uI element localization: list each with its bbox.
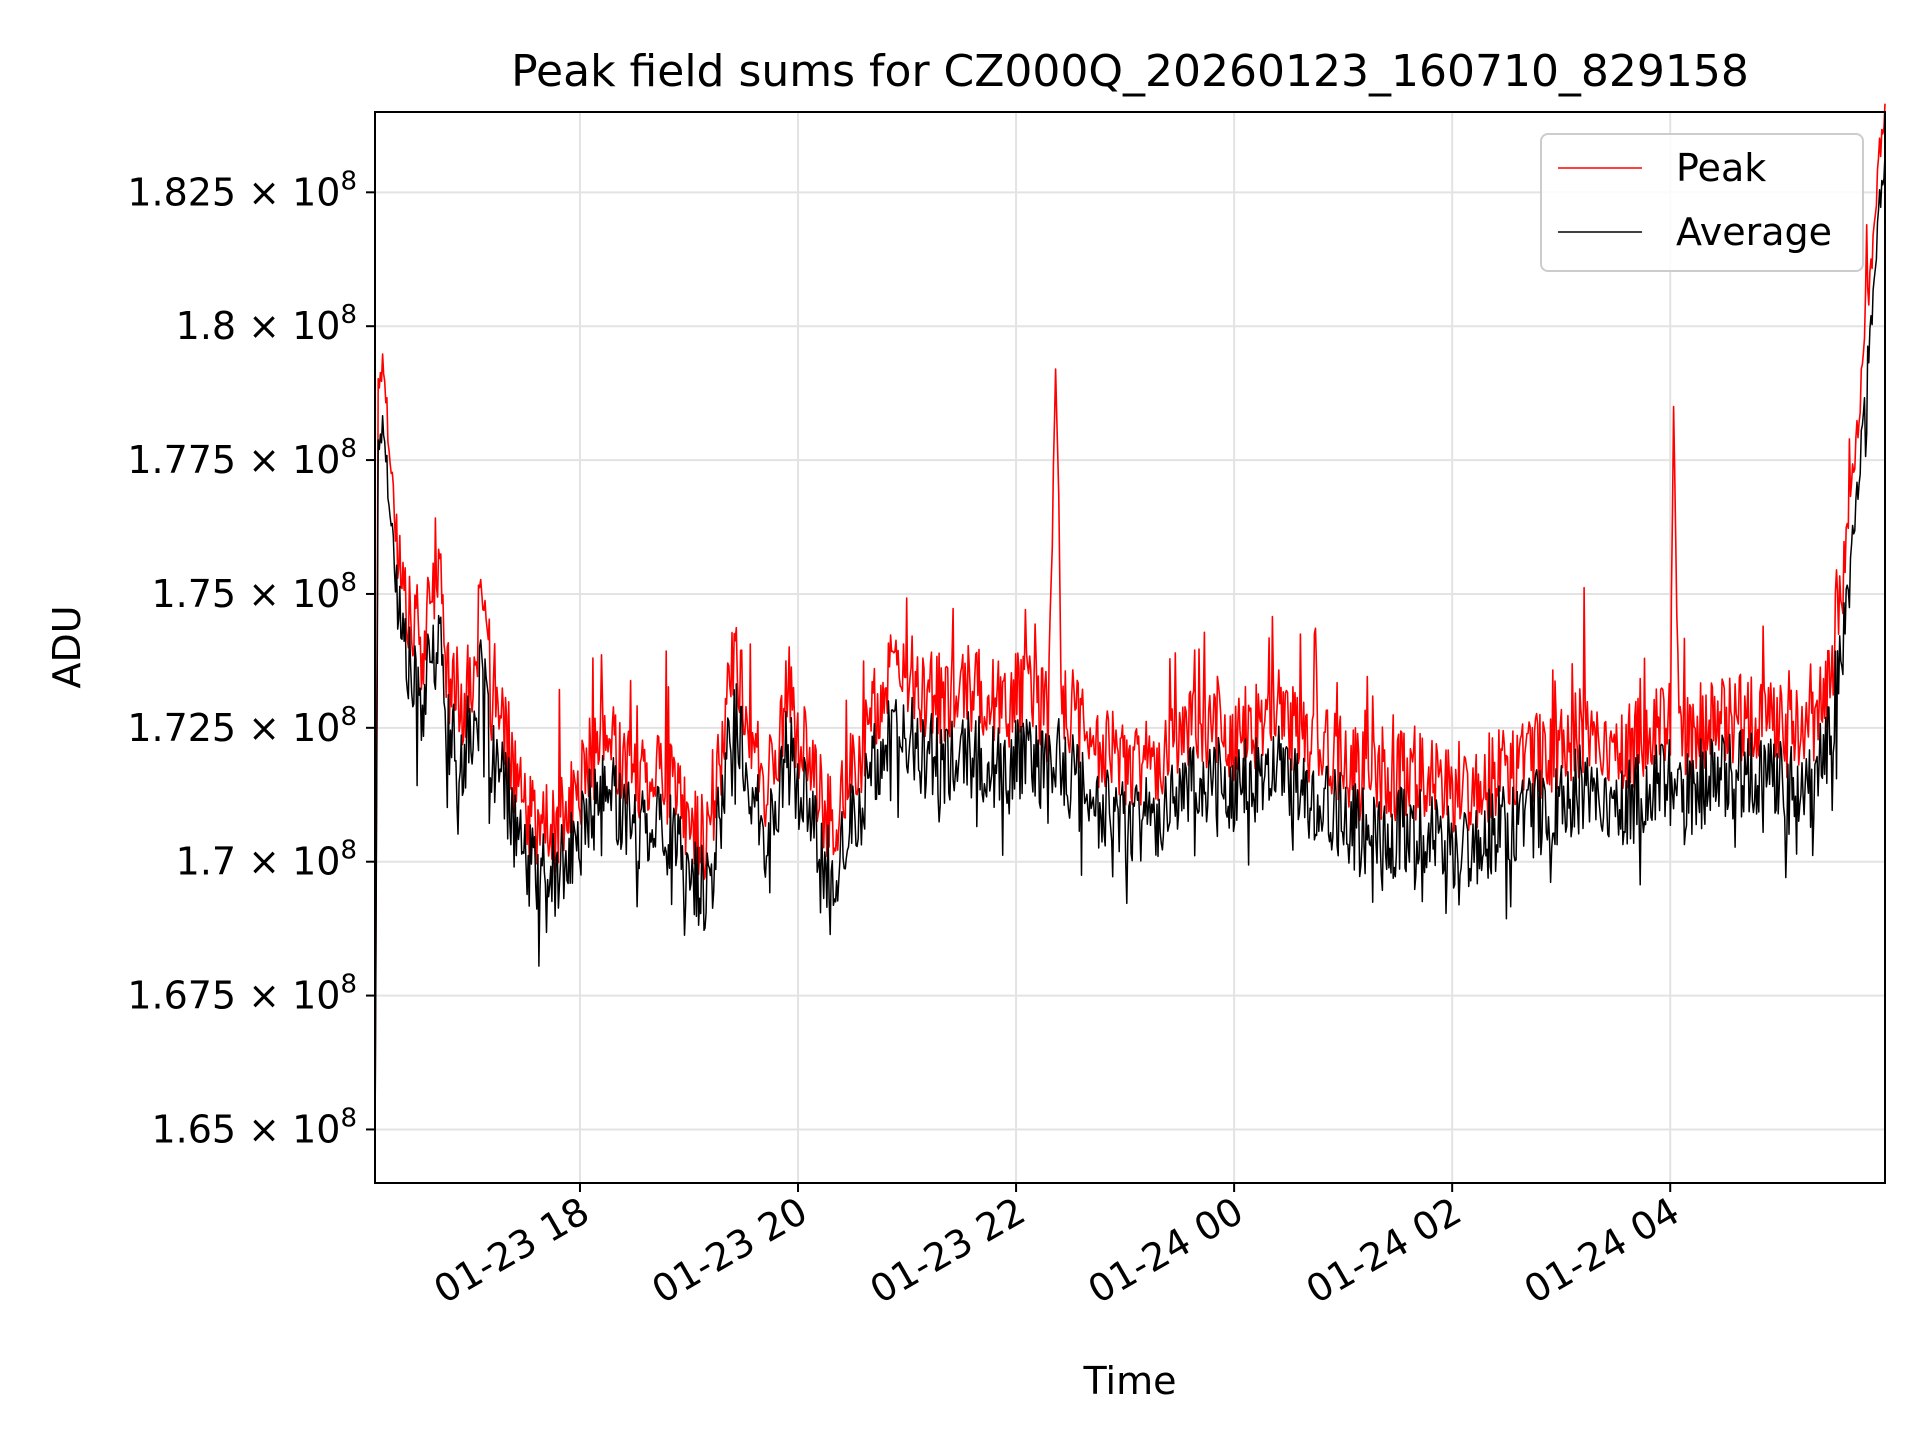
series-line-average bbox=[374, 154, 1886, 1151]
y-tick-label: 1.8 × 108 bbox=[176, 300, 357, 348]
y-axis-label: ADU bbox=[45, 605, 89, 688]
y-tick-label: 1.825 × 108 bbox=[127, 166, 357, 214]
legend-label-peak: Peak bbox=[1676, 146, 1766, 190]
chart-title: Peak field sums for CZ000Q_20260123_1607… bbox=[511, 46, 1749, 97]
y-tick-label: 1.65 × 108 bbox=[151, 1103, 357, 1151]
series-layer bbox=[374, 103, 1886, 1151]
y-tick-label: 1.75 × 108 bbox=[151, 568, 357, 616]
y-tick-label: 1.725 × 108 bbox=[127, 702, 357, 750]
y-tick-label: 1.675 × 108 bbox=[127, 970, 357, 1018]
grid-lines bbox=[375, 112, 1885, 1183]
y-tick-label: 1.7 × 108 bbox=[176, 836, 357, 884]
axis-ticks: 1.65 × 108 1.675 × 108 1.7 × 108 1.725 × 10… bbox=[127, 166, 1686, 1312]
legend-label-average: Average bbox=[1676, 210, 1832, 254]
y-tick-label: 1.775 × 108 bbox=[127, 434, 357, 482]
series-line-peak bbox=[374, 103, 1886, 1141]
legend: Peak Average bbox=[1540, 133, 1864, 272]
plot-frame bbox=[374, 111, 1886, 1184]
x-axis-label: Time bbox=[1083, 1359, 1177, 1403]
